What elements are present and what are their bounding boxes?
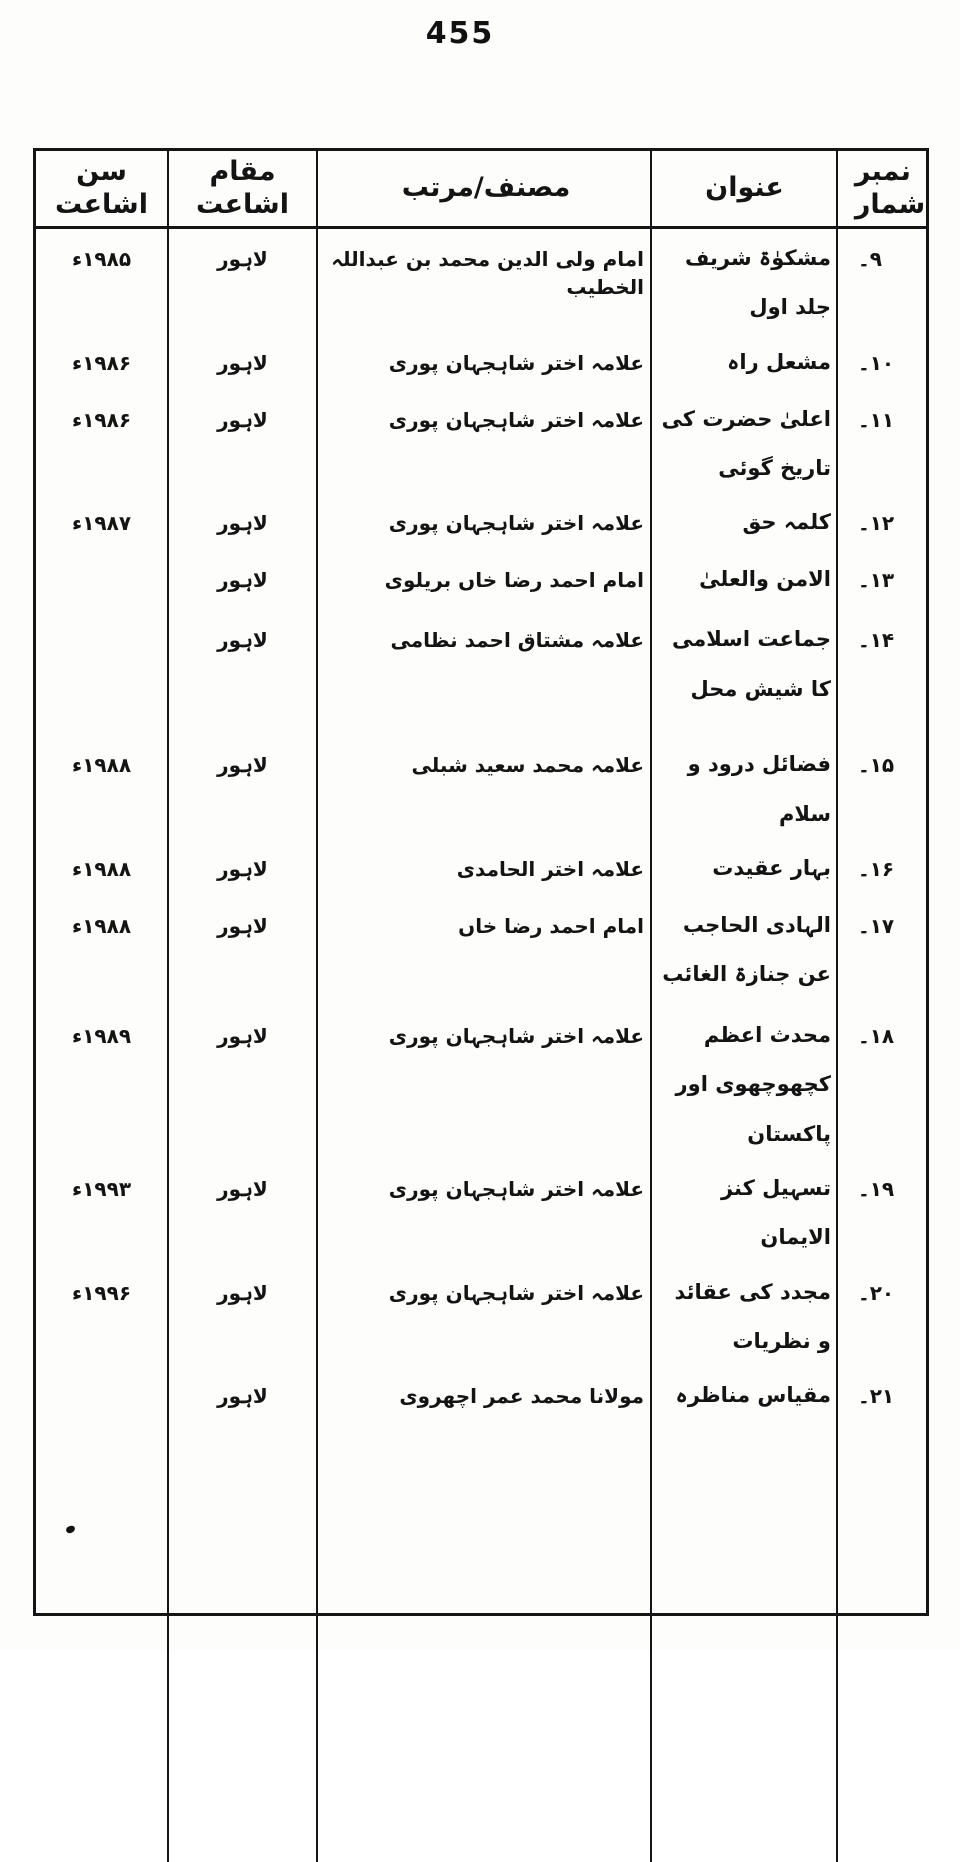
serial-cell: ۱۹۔: [836, 1159, 926, 1263]
title-cell: محدث اعظم کچھوچھوی اور پاکستان: [650, 1006, 836, 1160]
empty-cell: [836, 1424, 926, 1862]
serial-cell: ۹۔: [836, 229, 926, 333]
serial-cell: ۱۰۔: [836, 332, 926, 390]
author-cell: علامہ اختر الحامدی: [316, 839, 650, 897]
author-cell: علامہ اختر شاہجہان پوری: [316, 332, 650, 390]
place-cell: لاہور: [167, 1006, 316, 1160]
year-cell: ۱۹۹۳ء: [71, 1177, 132, 1202]
title-cell: مجدد کی عقائد و نظریات: [650, 1262, 836, 1367]
author-cell: امام احمد رضا خاں: [316, 896, 650, 1007]
title-cell: کلمہ حق: [650, 493, 836, 551]
author-cell: مولانا محمد عمر اچھروی: [316, 1366, 650, 1425]
place-cell: لاہور: [167, 1366, 316, 1425]
year-cell: ۱۹۸۶ء: [71, 407, 132, 432]
title-cell: بہار عقیدت: [650, 839, 836, 897]
title-cell: مشعل راہ: [650, 332, 836, 390]
place-cell: لاہور: [167, 1159, 316, 1263]
title-cell: اعلیٰ حضرت کی تاریخ گوئی: [650, 389, 836, 494]
year-cell: ۱۹۸۹ء: [71, 1024, 132, 1049]
year-cell: ۱۹۸۸ء: [71, 857, 132, 882]
place-cell: لاہور: [167, 493, 316, 551]
header-place: مقام اشاعت: [167, 151, 316, 229]
place-cell: لاہور: [167, 550, 316, 611]
author-cell: امام احمد رضا خاں بریلوی: [316, 550, 650, 611]
title-cell: الہادی الحاجب عن جنازۃ الغائب: [650, 896, 836, 1007]
serial-cell: ۲۱۔: [836, 1366, 926, 1425]
year-cell: ۱۹۹۶ء: [71, 1280, 132, 1305]
author-cell: امام ولی الدین محمد بن عبداللہ الخطیب: [316, 229, 650, 333]
title-cell: مشکوٰۃ شریف جلد اول: [650, 229, 836, 333]
serial-cell: ۲۰۔: [836, 1262, 926, 1367]
serial-cell: ۱۷۔: [836, 896, 926, 1007]
title-cell: الامن والعلیٰ: [650, 550, 836, 611]
serial-cell: ۱۴۔: [836, 610, 926, 736]
author-cell: علامہ اختر شاہجہان پوری: [316, 1159, 650, 1263]
place-cell: لاہور: [167, 389, 316, 494]
year-cell: [36, 610, 167, 735]
place-cell: لاہور: [167, 896, 316, 1007]
serial-cell: ۱۲۔: [836, 493, 926, 551]
title-cell: مقیاس مناظرہ: [650, 1366, 836, 1425]
empty-cell: [650, 1424, 836, 1862]
year-cell: ۱۹۸۷ء: [71, 511, 132, 536]
year-cell: [36, 550, 167, 610]
place-cell: لاہور: [167, 1262, 316, 1367]
header-year: سن اشاعت: [36, 151, 167, 229]
title-cell: تسہیل کنز الایمان: [650, 1159, 836, 1263]
page-number: 455: [425, 16, 495, 51]
serial-cell: ۱۱۔: [836, 389, 926, 494]
header-title: عنوان: [650, 151, 836, 229]
serial-cell: ۱۶۔: [836, 839, 926, 897]
author-cell: علامہ اختر شاہجہان پوری: [316, 1262, 650, 1367]
author-cell: علامہ اختر شاہجہان پوری: [316, 1006, 650, 1160]
empty-cell: [36, 1424, 167, 1862]
year-cell: ۱۹۸۸ء: [71, 914, 132, 939]
author-cell: علامہ اختر شاہجہان پوری: [316, 389, 650, 494]
year-cell: ۱۹۸۵ء: [71, 247, 132, 271]
empty-cell: [316, 1424, 650, 1862]
title-cell: جماعت اسلامی کا شیش محل: [650, 610, 836, 736]
place-cell: لاہور: [167, 839, 316, 897]
author-cell: علامہ محمد سعید شبلی: [316, 735, 650, 840]
publications-table: نمبر شمار عنوان مصنف/مرتب مقام اشاعت سن …: [33, 148, 929, 1862]
header-author: مصنف/مرتب: [316, 151, 650, 229]
author-cell: علامہ اختر شاہجہان پوری: [316, 493, 650, 551]
place-cell: لاہور: [167, 229, 316, 333]
serial-cell: ۱۳۔: [836, 550, 926, 611]
author-cell: علامہ مشتاق احمد نظامی: [316, 610, 650, 736]
place-cell: لاہور: [167, 332, 316, 390]
place-cell: لاہور: [167, 735, 316, 840]
place-cell: لاہور: [167, 610, 316, 736]
serial-cell: ۱۸۔: [836, 1006, 926, 1160]
year-cell: ۱۹۸۶ء: [71, 350, 132, 375]
year-cell: [36, 1366, 167, 1424]
empty-cell: [167, 1424, 316, 1862]
header-serial-number: نمبر شمار: [836, 151, 926, 229]
year-cell: ۱۹۸۸ء: [71, 753, 132, 778]
serial-cell: ۱۵۔: [836, 735, 926, 840]
title-cell: فضائل درود و سلام: [650, 735, 836, 840]
